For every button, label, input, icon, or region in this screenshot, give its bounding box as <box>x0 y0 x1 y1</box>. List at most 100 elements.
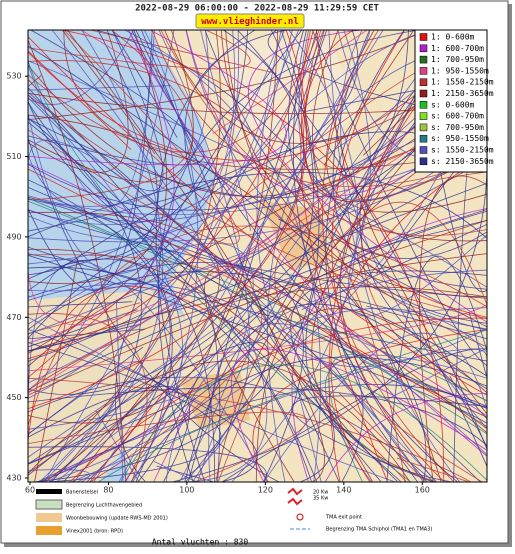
legend-swatch <box>419 33 428 41</box>
track <box>297 388 322 482</box>
y-tick-label: 450 <box>6 393 21 402</box>
track <box>28 242 171 367</box>
site-badge <box>195 13 305 29</box>
legend-label: 1: 600-700m <box>431 44 484 53</box>
track <box>28 252 244 335</box>
legend-label: s: 600-700m <box>431 112 484 121</box>
legend-label: s: 700-950m <box>431 123 484 132</box>
track <box>28 200 487 435</box>
legend-swatch <box>419 146 428 154</box>
track <box>28 78 487 418</box>
title: 2022-08-29 06:00:00 - 2022-08-29 11:29:5… <box>135 4 379 14</box>
track <box>28 40 127 482</box>
flight-tracks <box>28 30 487 482</box>
track <box>364 220 487 251</box>
track <box>56 307 487 482</box>
kw-label: 20 Kw <box>313 490 328 496</box>
legend-label: s: 2150-3650m <box>431 157 494 166</box>
track <box>28 30 371 430</box>
track <box>28 67 487 326</box>
y-tick-label: 530 <box>6 72 21 81</box>
track <box>93 30 371 482</box>
x-tick-label: 100 <box>179 486 194 495</box>
track <box>449 376 487 448</box>
track <box>151 30 487 187</box>
track <box>28 328 258 482</box>
legend-swatch <box>419 55 428 64</box>
track <box>28 30 194 183</box>
track <box>28 316 233 458</box>
track <box>28 30 158 261</box>
track <box>263 332 487 482</box>
track <box>28 30 359 232</box>
track <box>312 30 487 242</box>
tma-exit-icon <box>296 513 304 521</box>
track <box>118 30 384 482</box>
track <box>153 396 196 482</box>
x-tick-label: 80 <box>103 486 113 495</box>
legend-label: s: 0-600m <box>431 100 475 109</box>
track <box>28 377 472 482</box>
track <box>28 30 168 284</box>
track <box>212 30 368 134</box>
track <box>28 196 364 482</box>
track <box>28 360 411 482</box>
map-border <box>27 29 488 483</box>
track <box>220 30 487 348</box>
track <box>128 30 487 457</box>
track <box>311 72 487 482</box>
track <box>300 30 487 318</box>
site-link[interactable]: www.vlieghinder.nl <box>201 16 299 27</box>
track <box>323 30 415 166</box>
track <box>62 30 156 154</box>
track <box>28 30 240 245</box>
track <box>340 30 487 430</box>
legend-swatch <box>419 44 428 53</box>
track <box>305 30 465 482</box>
track <box>44 30 430 482</box>
track <box>231 348 487 482</box>
track <box>184 303 487 482</box>
track <box>28 97 184 482</box>
track <box>324 392 487 482</box>
airport-icon <box>35 499 63 510</box>
track <box>290 270 487 482</box>
legend-label: s: 950-1550m <box>431 134 489 143</box>
legend-swatch <box>419 123 428 132</box>
track <box>342 182 487 238</box>
bottom-legend-label: Woonbebouwing (update RWS-MD 2001) <box>66 516 168 522</box>
track <box>28 30 153 291</box>
legend-swatch <box>419 101 428 109</box>
legend-swatch <box>419 78 428 86</box>
track <box>298 30 487 201</box>
x-tick-label: 120 <box>258 486 273 495</box>
track <box>366 305 487 340</box>
track <box>28 30 293 399</box>
track <box>247 30 487 323</box>
bottom-legend-label: Banenstelsel <box>66 490 98 496</box>
legend-swatch <box>419 134 428 143</box>
track <box>71 348 487 482</box>
track <box>200 30 252 232</box>
track <box>28 30 164 192</box>
x-tick-label: 60 <box>25 486 35 495</box>
track <box>28 209 487 299</box>
track <box>63 30 487 170</box>
track <box>28 162 487 417</box>
track <box>28 309 138 348</box>
track <box>339 393 426 482</box>
track <box>28 30 221 476</box>
bottom-legend <box>35 487 310 535</box>
track <box>28 30 279 424</box>
y-tick-label: 430 <box>6 473 21 482</box>
legend-swatch <box>419 112 428 120</box>
track <box>28 225 487 426</box>
track <box>252 329 487 482</box>
track <box>51 30 268 482</box>
track <box>141 30 340 482</box>
legend-label: 1: 700-950m <box>431 55 484 64</box>
x-tick-label: 140 <box>336 486 351 495</box>
track <box>28 45 427 482</box>
track <box>278 218 487 328</box>
track <box>28 138 280 482</box>
